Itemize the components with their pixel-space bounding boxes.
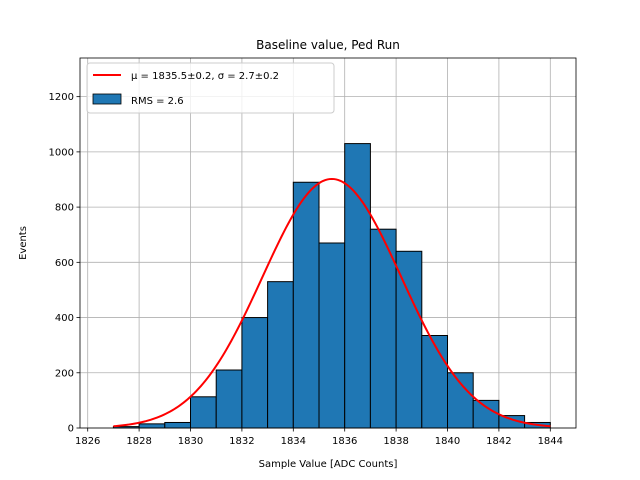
x-tick-label: 1832 — [229, 436, 254, 447]
x-tick-label: 1830 — [178, 436, 203, 447]
legend-rms-swatch — [92, 93, 122, 105]
legend-box — [86, 62, 335, 114]
gaussian-fit-curve — [113, 177, 551, 428]
legend: μ = 1835.5±0.2, σ = 2.7±0.2 RMS = 2.6 — [86, 62, 335, 114]
legend-fit-label: μ = 1835.5±0.2, σ = 2.7±0.2 — [131, 71, 279, 82]
x-axis-ticks: 1826 1828 1830 1832 1834 1836 1838 1840 1842 1844 — [75, 428, 563, 447]
histogram-bar — [138, 423, 166, 429]
y-tick-label: 400 — [55, 313, 74, 324]
chart-title: Baseline value, Ped Run — [256, 38, 400, 52]
histogram-bar — [292, 181, 320, 429]
x-tick-label: 1834 — [281, 436, 306, 447]
histogram-bar — [215, 369, 243, 429]
x-tick-label: 1842 — [486, 436, 511, 447]
y-tick-label: 800 — [55, 203, 74, 214]
y-tick-label: 1200 — [49, 92, 74, 103]
histogram-bar — [190, 396, 217, 429]
y-tick-label: 1000 — [49, 147, 74, 158]
histogram-bars — [112, 143, 551, 429]
y-tick-label: 200 — [55, 368, 74, 379]
histogram-bar — [318, 242, 346, 429]
histogram-bar — [395, 250, 423, 429]
x-tick-label: 1836 — [332, 436, 357, 447]
histogram-bar — [267, 281, 294, 429]
x-tick-label: 1838 — [383, 436, 408, 447]
histogram-bar — [369, 228, 397, 429]
y-axis-ticks: 0 200 400 600 800 1000 1200 — [49, 92, 80, 435]
y-axis-label: Events — [18, 226, 29, 260]
plot-frame — [79, 57, 577, 429]
histogram-bar — [472, 399, 500, 429]
x-axis-label: Sample Value [ADC Counts] — [259, 459, 398, 470]
x-tick-label: 1828 — [126, 436, 151, 447]
histogram-bar — [421, 335, 449, 429]
legend-rms-label: RMS = 2.6 — [131, 96, 184, 107]
histogram-bar — [344, 143, 371, 429]
histogram-bar — [447, 372, 474, 429]
y-tick-label: 600 — [55, 258, 74, 269]
histogram-bar — [164, 421, 192, 429]
y-tick-label: 0 — [68, 424, 74, 435]
x-tick-label: 1844 — [538, 436, 563, 447]
x-tick-label: 1840 — [435, 436, 460, 447]
histogram-bar — [241, 317, 269, 429]
x-tick-label: 1826 — [75, 436, 100, 447]
